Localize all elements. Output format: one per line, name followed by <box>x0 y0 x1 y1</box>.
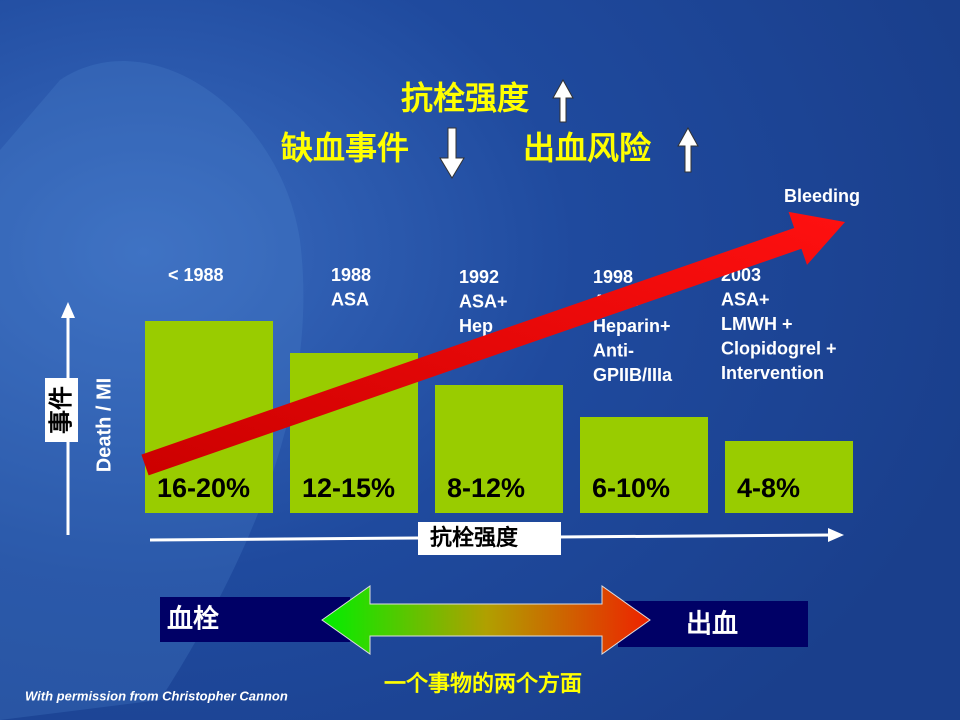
bar-rate: 4-8% <box>737 473 800 503</box>
caption: 一个事物的两个方面 <box>384 671 582 697</box>
bar-era: Heparin+ <box>593 316 671 336</box>
bar-era: Anti- <box>593 340 634 360</box>
title-line1: 抗栓强度 <box>401 79 529 117</box>
y-axis-label-cn: 事件 <box>47 386 75 434</box>
bleeding-label: Bleeding <box>784 186 860 206</box>
bar-rate: 6-10% <box>592 473 670 503</box>
y-axis-label-en: Death / MI <box>93 378 115 472</box>
bar-era: Clopidogrel + <box>721 338 837 358</box>
thrombus-box <box>160 597 350 642</box>
bar-era: Hep <box>459 316 493 336</box>
bleeding-box <box>618 601 808 647</box>
bar-rate: 16-20% <box>157 473 250 503</box>
bar-era: 1988 <box>331 265 371 285</box>
bleeding-box-label: 出血 <box>686 610 738 640</box>
title-ischemia: 缺血事件 <box>281 129 409 167</box>
bar <box>435 385 563 513</box>
bar-rate: 8-12% <box>447 473 525 503</box>
bar-era: 1998 <box>593 267 633 287</box>
balance-arrow <box>321 585 651 655</box>
x-axis-arrow <box>828 528 844 542</box>
bar-era: ASA+ <box>459 291 508 311</box>
bar-era: GPIIB/IIIa <box>593 365 673 385</box>
y-label-box <box>45 378 78 442</box>
title-bleeding: 出血风险 <box>523 129 652 167</box>
x-label-box <box>418 522 561 555</box>
bar-era: ASA+ <box>721 289 770 309</box>
bar-era: < 1988 <box>168 265 224 285</box>
x-axis-label: 抗栓强度 <box>430 525 519 551</box>
bar <box>580 417 708 513</box>
bars: 16-20% < 1988 12-15% 1988 ASA 8-12% 1992 ASA+ He… <box>145 265 853 513</box>
bar-era: ASA <box>331 289 369 309</box>
title-arrows <box>439 78 699 179</box>
thrombus-label: 血栓 <box>167 605 219 635</box>
bar-era: Intervention <box>721 363 824 383</box>
bleeding-arrow <box>141 211 845 476</box>
bar-rate: 12-15% <box>302 473 395 503</box>
bar-era: LMWH + <box>721 314 793 334</box>
bar <box>725 441 853 513</box>
bar-era: 1992 <box>459 267 499 287</box>
y-axis-arrow <box>61 302 75 318</box>
credit: With permission from Christopher Cannon <box>25 688 288 703</box>
